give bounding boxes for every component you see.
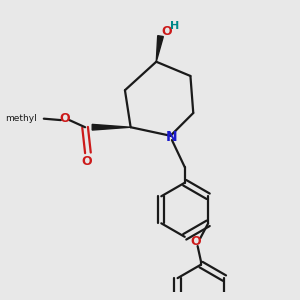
Text: H: H — [170, 21, 179, 31]
Text: methyl: methyl — [5, 114, 37, 123]
Text: N: N — [166, 130, 178, 144]
Polygon shape — [92, 124, 130, 130]
Text: O: O — [81, 155, 92, 168]
Text: O: O — [60, 112, 70, 125]
Polygon shape — [156, 36, 163, 62]
Text: O: O — [190, 235, 201, 248]
Text: O: O — [161, 25, 172, 38]
